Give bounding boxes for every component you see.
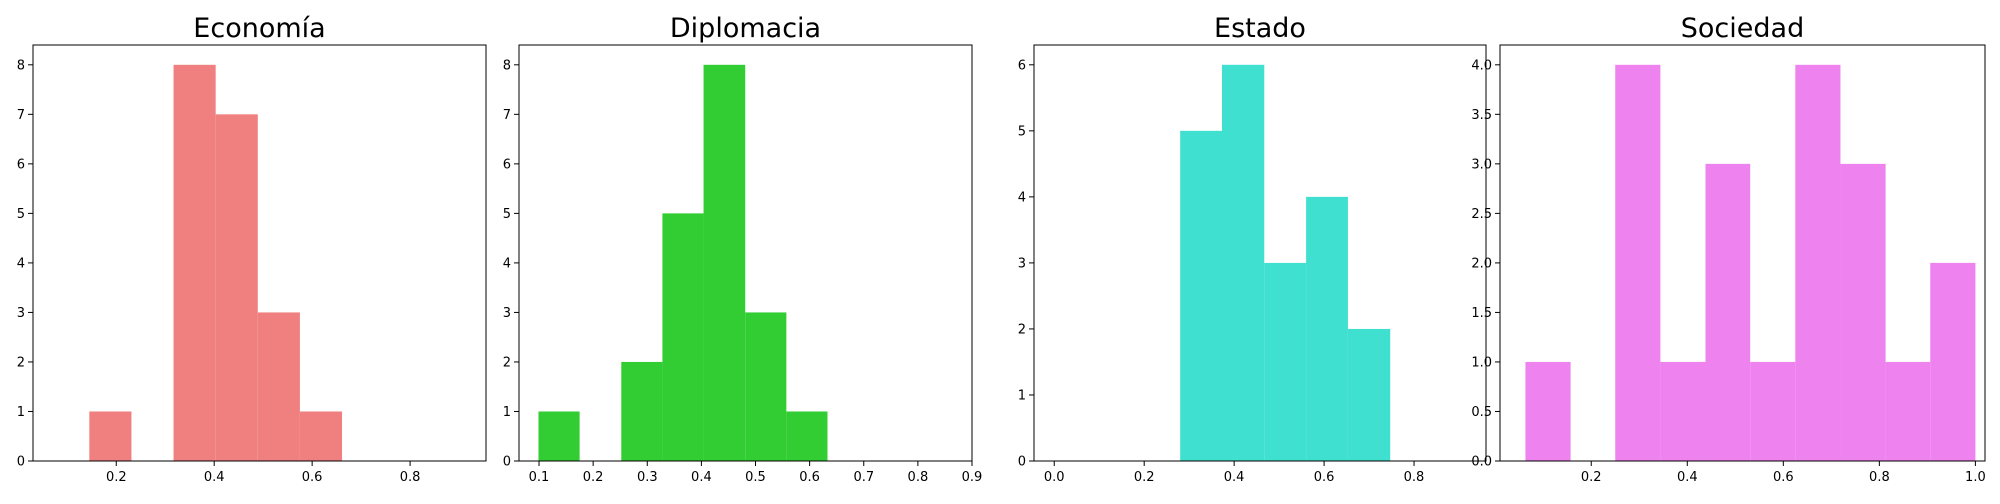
y-tick-label: 4.0 <box>1471 58 1492 73</box>
y-tick-label: 4 <box>503 256 511 271</box>
histogram-bar-0 <box>538 411 580 461</box>
x-tick-label: 0.8 <box>1404 470 1425 485</box>
histogram-bar-2 <box>215 114 258 461</box>
y-tick-label: 8 <box>503 58 511 73</box>
x-tick-label: 0.2 <box>106 470 127 485</box>
x-tick-label: 0.4 <box>204 470 225 485</box>
y-tick-label: 2 <box>503 356 511 371</box>
y-tick-label: 1.0 <box>1471 356 1492 371</box>
x-tick-label: 0.3 <box>637 470 658 485</box>
y-tick-label: 2 <box>17 356 25 371</box>
subplot-title: Economía <box>193 13 325 44</box>
y-tick-label: 0 <box>503 455 511 470</box>
histogram-bar-3 <box>1705 163 1751 462</box>
histogram-bar-4 <box>1750 361 1796 461</box>
y-tick-label: 8 <box>17 58 25 73</box>
histogram-bar-4 <box>299 411 343 461</box>
subplot-title: Sociedad <box>1681 13 1804 44</box>
y-tick-label: 1 <box>503 405 511 420</box>
y-tick-label: 2 <box>1018 322 1026 337</box>
y-tick-label: 3 <box>503 306 511 321</box>
x-tick-label: 0.4 <box>1224 470 1245 485</box>
y-tick-label: 5 <box>1018 124 1026 139</box>
subplot-3: Sociedad 0.2 0.4 0.6 0.8 1.0 0.0 0.5 1.0 1.5 2.0 2.… <box>1471 13 1985 485</box>
y-tick-label: 2.0 <box>1471 256 1492 271</box>
y-tick-label: 0.5 <box>1471 405 1492 420</box>
subplot-title: Estado <box>1214 13 1306 44</box>
x-tick-label: 0.2 <box>583 470 604 485</box>
histogram-bar-5 <box>786 411 828 461</box>
x-tick-label: 0.5 <box>745 470 766 485</box>
y-tick-label: 7 <box>503 108 511 123</box>
x-tick-label: 0.8 <box>400 470 421 485</box>
histogram-bar-0 <box>89 411 132 461</box>
x-tick-label: 0.2 <box>1581 470 1602 485</box>
x-tick-label: 0.6 <box>1314 470 1335 485</box>
y-tick-label: 1 <box>1018 389 1026 404</box>
histogram-bar-3 <box>257 312 300 461</box>
histogram-bar-1 <box>621 361 663 461</box>
subplot-title: Diplomacia <box>670 13 821 44</box>
histogram-bar-7 <box>1885 361 1931 461</box>
axes-frame <box>1033 44 1487 462</box>
histogram-bar-8 <box>1930 262 1976 461</box>
x-tick-label: 0.9 <box>962 470 983 485</box>
y-tick-label: 3.5 <box>1471 108 1492 123</box>
histogram-bar-2 <box>1660 361 1706 461</box>
histogram-bar-3 <box>1306 196 1348 461</box>
y-tick-label: 0 <box>1018 455 1026 470</box>
x-tick-label: 0.4 <box>1677 470 1698 485</box>
y-tick-label: 3 <box>1018 256 1026 271</box>
x-tick-label: 0.0 <box>1044 470 1065 485</box>
histogram-bar-4 <box>745 312 787 461</box>
y-tick-label: 1 <box>17 405 25 420</box>
x-tick-label: 0.1 <box>529 470 550 485</box>
y-tick-label: 6 <box>1018 58 1026 73</box>
y-tick-label: 6 <box>503 157 511 172</box>
histogram-bar-2 <box>662 213 704 461</box>
axes-frame <box>32 44 487 462</box>
histogram-bar-3 <box>703 64 746 461</box>
y-tick-label: 4 <box>17 256 25 271</box>
x-tick-label: 0.8 <box>908 470 929 485</box>
histogram-bar-1 <box>1615 64 1661 461</box>
histogram-bar-1 <box>1222 64 1265 461</box>
x-tick-label: 0.7 <box>853 470 874 485</box>
histogram-bar-2 <box>1264 262 1307 461</box>
axes-frame <box>518 44 973 462</box>
x-tick-label: 0.6 <box>302 470 323 485</box>
histogram-bar-0 <box>1525 361 1571 461</box>
x-tick-label: 0.6 <box>799 470 820 485</box>
subplot-2: Estado 0.0 0.2 0.4 0.6 0.8 0 1 2 3 4 5 6 <box>1018 13 1487 485</box>
histogram-bar-0 <box>1180 130 1222 461</box>
x-tick-label: 0.6 <box>1773 470 1794 485</box>
histogram-bar-4 <box>1347 328 1391 461</box>
histogram-bar-5 <box>1795 64 1841 461</box>
y-tick-label: 3 <box>17 306 25 321</box>
y-tick-label: 5 <box>503 207 511 222</box>
histogram-bar-1 <box>173 64 216 461</box>
subplot-1: Diplomacia 0.1 0.2 0.3 0.4 0.5 0.6 0.7 0.8 0.9 0 1 2… <box>503 13 983 485</box>
y-tick-label: 7 <box>17 108 25 123</box>
y-tick-label: 6 <box>17 157 25 172</box>
y-tick-label: 4 <box>1018 190 1026 205</box>
y-tick-label: 0 <box>17 455 25 470</box>
y-tick-label: 5 <box>17 207 25 222</box>
x-tick-label: 1.0 <box>1965 470 1986 485</box>
y-tick-label: 1.5 <box>1471 306 1492 321</box>
x-tick-label: 0.2 <box>1134 470 1155 485</box>
y-tick-label: 0.0 <box>1471 455 1492 470</box>
axes-frame <box>1499 44 1986 462</box>
x-tick-label: 0.4 <box>691 470 712 485</box>
x-tick-label: 0.8 <box>1869 470 1890 485</box>
histogram-bar-6 <box>1840 163 1886 462</box>
y-tick-label: 3.0 <box>1471 157 1492 172</box>
subplot-0: Economía 0.2 0.4 0.6 0.8 0 1 2 3 4 5 6 7 8 <box>17 13 487 485</box>
y-tick-label: 2.5 <box>1471 207 1492 222</box>
